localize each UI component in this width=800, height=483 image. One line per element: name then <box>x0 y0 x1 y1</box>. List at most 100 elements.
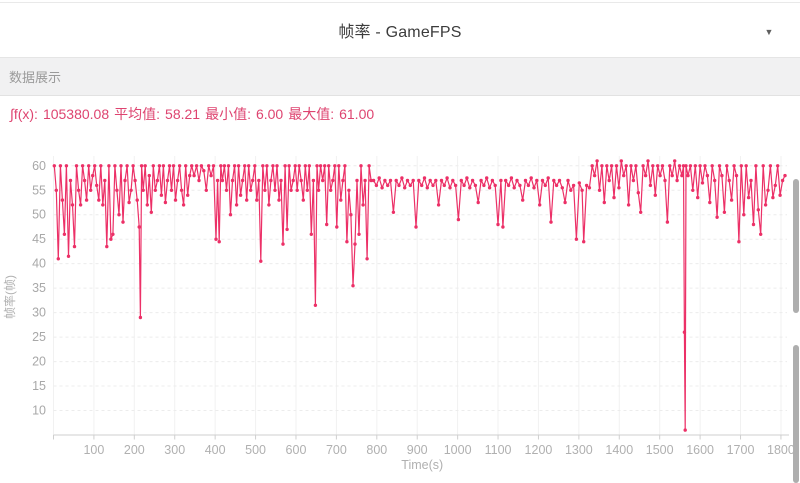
fps-data-point <box>549 220 553 224</box>
fps-data-point <box>602 200 606 205</box>
fps-data-point <box>386 183 390 188</box>
fps-data-point <box>341 178 345 183</box>
fps-data-point <box>584 183 589 188</box>
fps-data-point <box>609 164 614 168</box>
fps-data-point <box>267 203 271 207</box>
fps-data-point <box>428 178 432 183</box>
fps-data-point <box>778 193 782 197</box>
fps-data-point <box>135 198 139 202</box>
integral-label: ∫f(x): <box>10 106 38 122</box>
fps-data-point <box>309 232 313 236</box>
fps-data-point <box>592 173 597 178</box>
x-tick-label: 1300 <box>565 443 593 457</box>
fps-data-point <box>316 188 321 192</box>
fps-data-point <box>574 237 579 241</box>
fps-data-point <box>487 186 492 190</box>
fps-data-point <box>345 240 349 244</box>
fps-data-point <box>54 188 58 192</box>
fps-data-point <box>617 186 621 190</box>
fps-data-point <box>64 164 69 168</box>
fps-data-point <box>526 183 531 188</box>
fps-data-point <box>365 257 369 261</box>
fps-data-point <box>138 315 143 320</box>
fps-data-point <box>773 183 777 188</box>
fps-data-point <box>643 173 648 178</box>
fps-data-point <box>297 164 301 168</box>
y-tick-label: 20 <box>32 355 46 369</box>
fps-data-point <box>347 188 351 192</box>
fps-data-point <box>673 159 677 163</box>
fps-data-point <box>600 164 604 168</box>
fps-data-point <box>137 225 141 229</box>
fps-data-point <box>590 164 594 168</box>
fps-data-point <box>663 178 667 183</box>
fps-data-point <box>355 178 359 183</box>
average-label: 平均值: <box>114 106 161 122</box>
fps-data-point <box>123 178 127 183</box>
fps-data-point <box>705 173 710 178</box>
y-tick-label: 40 <box>32 257 46 271</box>
min-label: 最小值: <box>205 106 251 122</box>
fps-data-point <box>295 188 299 192</box>
fps-data-point <box>751 222 756 227</box>
fps-data-point <box>343 164 347 168</box>
scrollbar-thumb-lower[interactable] <box>793 345 799 483</box>
metric-dropdown-button[interactable]: ▼ <box>756 19 782 45</box>
fps-data-point <box>234 203 239 207</box>
fps-data-point <box>554 183 559 188</box>
x-tick-label: 200 <box>124 443 145 457</box>
fps-data-point <box>211 164 216 168</box>
fps-data-point <box>87 164 91 168</box>
fps-data-point <box>139 164 144 168</box>
scrollbar-thumb-upper[interactable] <box>793 179 799 313</box>
fps-data-point <box>614 164 619 168</box>
fps-data-point <box>107 164 111 168</box>
min-value: 6.00 <box>255 106 284 122</box>
fps-chart[interactable]: 10 15 20 25 30 35 40 45 50 55 60 100 200 300 400 500 600… <box>0 130 800 483</box>
y-tick-label: 35 <box>32 281 46 295</box>
fps-data-point <box>422 176 427 180</box>
fps-data-point <box>759 232 763 236</box>
fps-chart-canvas[interactable]: 10 15 20 25 30 35 40 45 50 55 60 100 200 300 400 500 600… <box>0 130 800 483</box>
fps-data-point <box>682 330 687 334</box>
y-tick-label: 25 <box>32 330 46 344</box>
fps-data-point <box>97 198 101 202</box>
fps-data-point <box>155 178 160 183</box>
fps-data-point <box>214 237 218 241</box>
fps-data-point <box>776 164 780 168</box>
fps-data-point <box>113 164 117 168</box>
fps-data-point <box>713 178 717 183</box>
fps-data-point <box>737 240 741 244</box>
y-axis-title: 帧率(帧) <box>2 275 17 319</box>
fps-data-point <box>411 178 415 183</box>
fps-data-point <box>653 193 657 197</box>
fps-data-point <box>546 176 550 180</box>
fps-data-point <box>619 159 623 163</box>
fps-data-point <box>127 200 131 205</box>
fps-data-point <box>683 428 687 432</box>
x-tick-label: 600 <box>286 443 307 457</box>
fps-data-point <box>173 198 178 202</box>
fps-data-point <box>624 164 628 168</box>
fps-data-point <box>70 203 75 207</box>
fps-data-point <box>431 183 435 188</box>
fps-data-point <box>766 188 770 192</box>
y-tick-label: 55 <box>32 183 46 197</box>
fps-data-point <box>696 195 700 200</box>
x-tick-label: 100 <box>83 443 104 457</box>
fps-data-point <box>746 195 751 200</box>
fps-data-point <box>171 164 176 168</box>
max-value: 61.00 <box>339 106 375 122</box>
fps-data-point <box>186 193 190 197</box>
fps-data-point <box>243 164 247 168</box>
fps-data-point <box>388 178 393 183</box>
fps-data-point <box>363 178 367 183</box>
x-tick-label: 800 <box>366 443 387 457</box>
fps-data-point <box>78 203 83 207</box>
fps-data-point <box>52 164 56 168</box>
fps-data-point <box>58 164 63 168</box>
fps-data-point <box>303 164 307 168</box>
fps-data-point <box>710 164 714 168</box>
fps-data-point <box>639 210 643 214</box>
fps-data-point <box>84 198 89 202</box>
